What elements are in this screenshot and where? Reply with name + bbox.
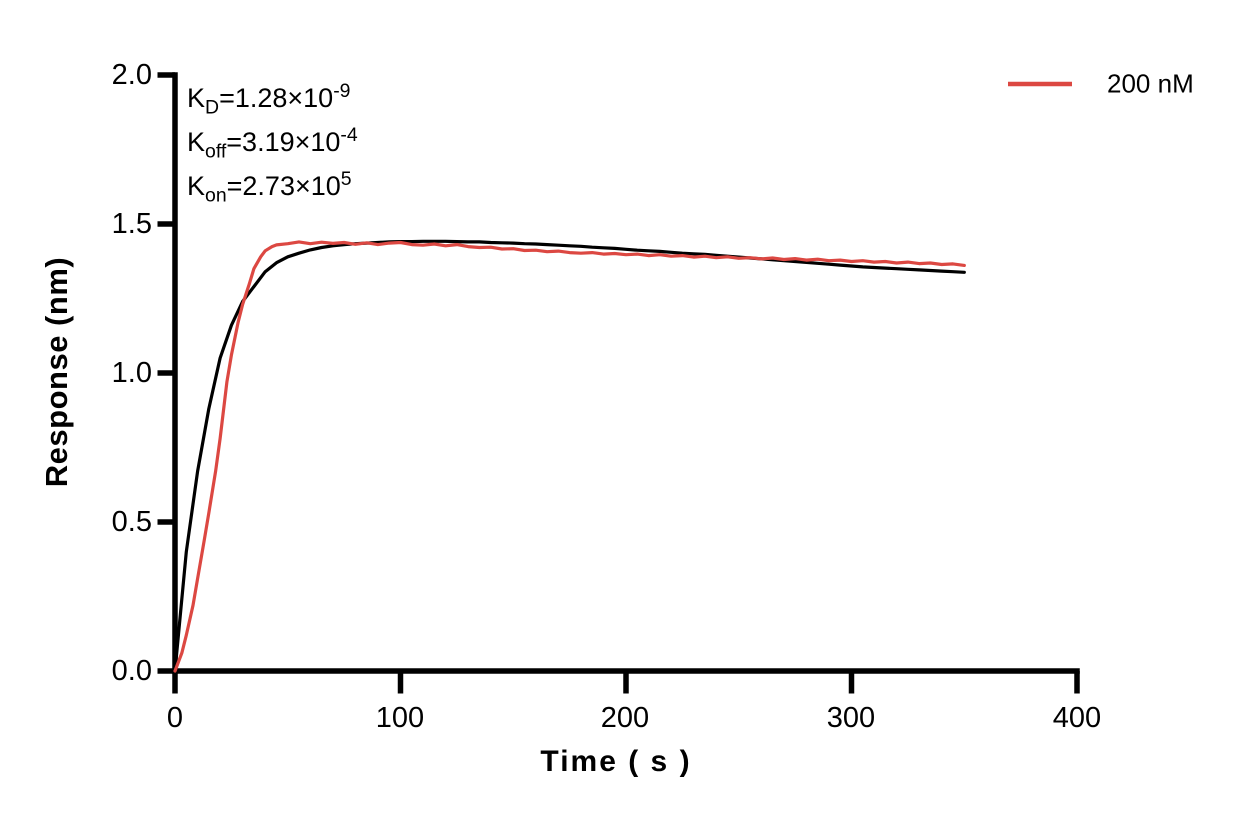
y-axis-title: Response (nm) (39, 256, 74, 488)
y-tick-label: 1.5 (111, 208, 152, 240)
x-axis-title: Time ( s ) (540, 745, 692, 778)
x-tick-label: 400 (1052, 702, 1102, 734)
x-tick-label: 0 (166, 702, 184, 734)
data-curve (173, 240, 966, 673)
y-tick-label: 2.0 (111, 59, 152, 91)
y-tick-label: 1.0 (111, 357, 152, 389)
kon-annotation: Kon=2.73×105 (187, 168, 352, 207)
y-tick-label: 0.0 (111, 655, 152, 687)
x-tick-label: 200 (600, 702, 650, 734)
kinetics-annotations: KD=1.28×10-9 Koff=3.19×10-4 Kon=2.73×105 (187, 76, 358, 208)
x-tick-label: 300 (826, 702, 876, 734)
x-tick-label: 100 (375, 702, 425, 734)
koff-annotation: Koff=3.19×10-4 (187, 124, 358, 163)
kd-annotation: KD=1.28×10-9 (187, 80, 351, 119)
fit-curve (173, 239, 966, 673)
legend-label: 200 nM (1107, 68, 1194, 99)
y-tick-label: 0.5 (111, 506, 152, 538)
